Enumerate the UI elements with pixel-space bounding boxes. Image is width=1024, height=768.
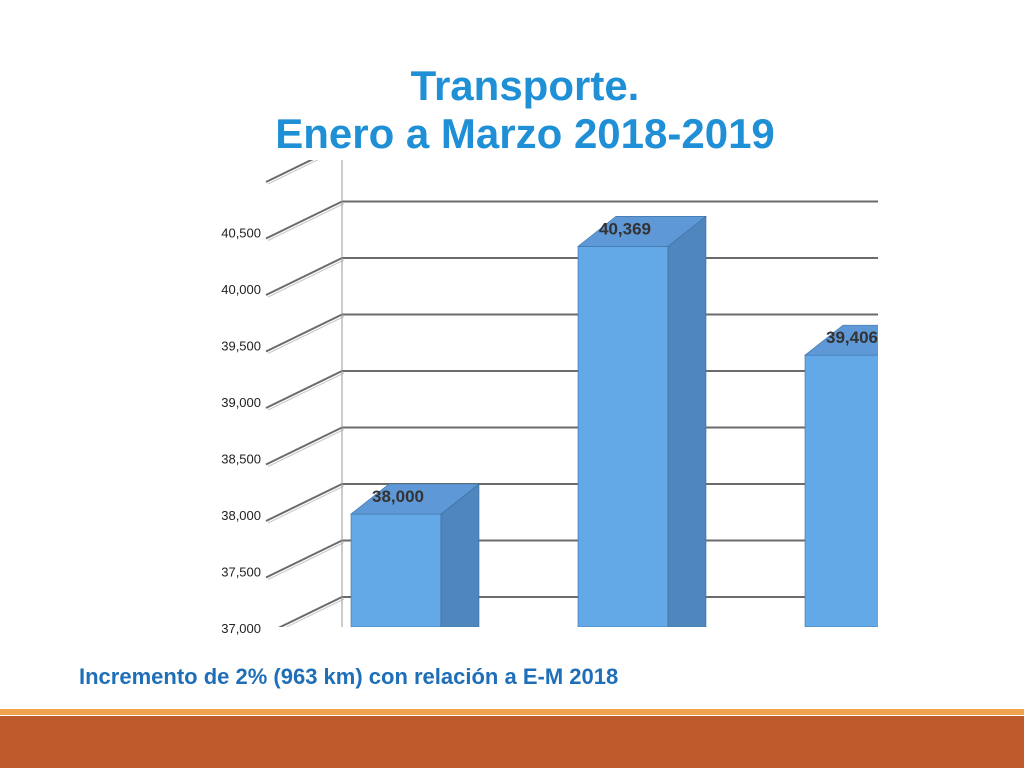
y-tick-label: 39,000 bbox=[221, 395, 261, 410]
bar-top bbox=[577, 216, 707, 247]
gridline-depth-shadow bbox=[267, 485, 345, 524]
data-label: 40,369 bbox=[599, 219, 651, 238]
slide-title: Transporte. Enero a Marzo 2018-2019 bbox=[0, 62, 1024, 158]
y-tick-label: 39,500 bbox=[221, 339, 261, 354]
gridline-depth bbox=[265, 313, 343, 353]
y-tick-label: 37,500 bbox=[221, 565, 261, 580]
gridline-depth bbox=[265, 200, 343, 240]
footer-accent-line bbox=[0, 709, 1024, 715]
data-label: 38,000 bbox=[372, 487, 424, 506]
gridline-depth bbox=[278, 596, 343, 627]
bar-top bbox=[804, 324, 878, 356]
gridline-depth-shadow bbox=[285, 598, 345, 627]
footnote: Incremento de 2% (963 km) con relación a… bbox=[79, 664, 619, 689]
title-line-1: Transporte. bbox=[410, 62, 640, 109]
y-tick-label: 37,000 bbox=[221, 621, 261, 636]
gridline-depth-shadow bbox=[267, 203, 345, 241]
gridline-depth-shadow bbox=[267, 160, 319, 185]
bar-side bbox=[895, 325, 933, 627]
gridline-depth bbox=[265, 483, 343, 522]
gridline-depth bbox=[265, 160, 314, 183]
data-label: 39,406 bbox=[826, 328, 878, 347]
y-tick-label: 40,500 bbox=[221, 226, 261, 241]
plot-area bbox=[265, 160, 933, 627]
gridline-depth-shadow bbox=[267, 259, 345, 298]
bar-front bbox=[350, 513, 442, 627]
gridline-depth bbox=[265, 539, 343, 579]
y-tick-label: 40,000 bbox=[221, 282, 261, 297]
bar-front bbox=[577, 246, 669, 627]
gridline-depth bbox=[265, 370, 343, 409]
y-tick-label: 38,000 bbox=[221, 508, 261, 523]
bar-side bbox=[667, 215, 707, 627]
footer-bar bbox=[0, 716, 1024, 768]
gridline-depth bbox=[265, 257, 343, 296]
gridline-depth-shadow bbox=[267, 429, 345, 467]
gridline-depth-shadow bbox=[267, 542, 345, 580]
gridline-depth bbox=[265, 426, 343, 466]
y-tick-label: 38,500 bbox=[221, 452, 261, 467]
bar-front bbox=[804, 354, 878, 627]
gridline-depth-shadow bbox=[267, 316, 345, 354]
title-line-2: Enero a Marzo 2018-2019 bbox=[275, 110, 775, 157]
bar-top bbox=[350, 483, 480, 515]
gridline-depth-shadow bbox=[267, 372, 345, 411]
